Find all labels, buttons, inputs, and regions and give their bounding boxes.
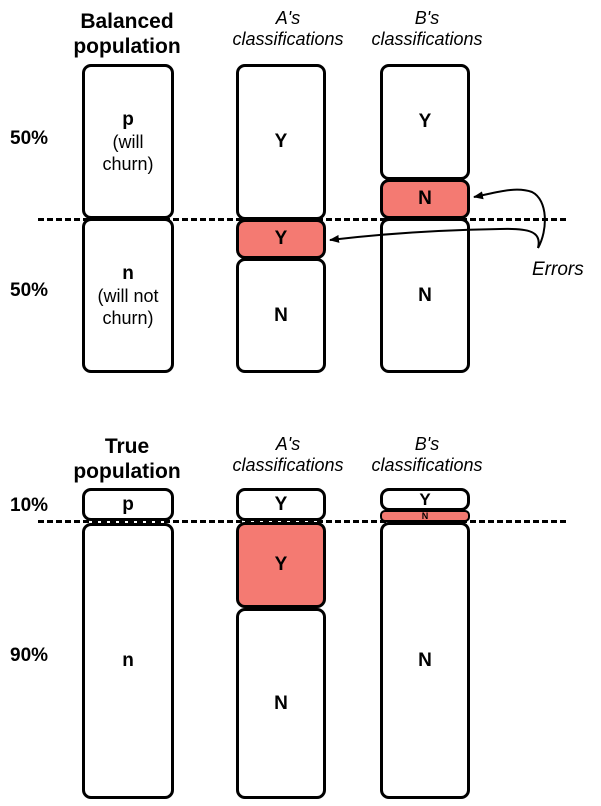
n-label: n <box>122 262 134 284</box>
threshold-line-top <box>38 218 566 221</box>
b-no-label-bottom: N <box>418 649 432 671</box>
p-label: p <box>122 108 134 130</box>
a-yes-box-bottom: Y <box>236 488 326 521</box>
b-yes-label-bottom: Y <box>419 489 431 509</box>
population-p-box: p (will churn) <box>82 64 174 219</box>
arrow-to-a-error <box>329 227 540 249</box>
a-yes-label-bottom: Y <box>274 493 288 515</box>
a-error-label-bottom: Y <box>274 554 288 575</box>
a-error-box-bottom: Y <box>236 522 326 608</box>
b-yes-box-top: Y <box>380 64 470 180</box>
b-classifications-heading-bottom: B's classifications <box>371 434 483 475</box>
a-classifications-heading-top: A's classifications <box>232 8 344 49</box>
n-label-bottom: n <box>122 650 134 671</box>
a-error-box-top: Y <box>236 219 326 259</box>
p-sublabel: (will churn) <box>102 131 154 174</box>
true-population-heading: True population <box>73 435 181 483</box>
a-no-label-bottom: N <box>274 692 288 714</box>
b-classifications-heading-top: B's classifications <box>371 8 483 49</box>
b-error-label-bottom: N <box>421 510 429 521</box>
pct-label-bottom-upper: 10% <box>10 495 49 516</box>
pct-label-top-lower: 50% <box>10 280 49 301</box>
b-no-label-top: N <box>418 284 432 306</box>
b-yes-label-top: Y <box>418 111 432 132</box>
population-n-box-bottom: n <box>82 523 174 799</box>
b-error-label-top: N <box>418 188 432 209</box>
a-yes-label-top: Y <box>274 131 288 152</box>
n-sublabel: (will not churn) <box>97 285 159 328</box>
a-error-label-top: Y <box>274 228 288 249</box>
b-error-box-top: N <box>380 179 470 219</box>
arrow-to-b-error <box>473 188 546 249</box>
b-yes-box-bottom: Y <box>380 488 470 511</box>
threshold-line-bottom <box>38 520 566 523</box>
population-p-box-bottom: p <box>82 488 174 521</box>
a-no-box-bottom: N <box>236 608 326 799</box>
pct-label-bottom-lower: 90% <box>10 645 49 666</box>
a-classifications-heading-bottom: A's classifications <box>232 434 344 475</box>
p-label-bottom: p <box>122 493 134 515</box>
errors-annotation: Errors <box>532 259 584 280</box>
balanced-population-heading: Balanced population <box>73 10 181 58</box>
pct-label-top-upper: 50% <box>10 128 49 149</box>
a-no-box-top: N <box>236 258 326 373</box>
a-no-label-top: N <box>274 304 288 326</box>
b-no-box-bottom: N <box>380 522 470 799</box>
